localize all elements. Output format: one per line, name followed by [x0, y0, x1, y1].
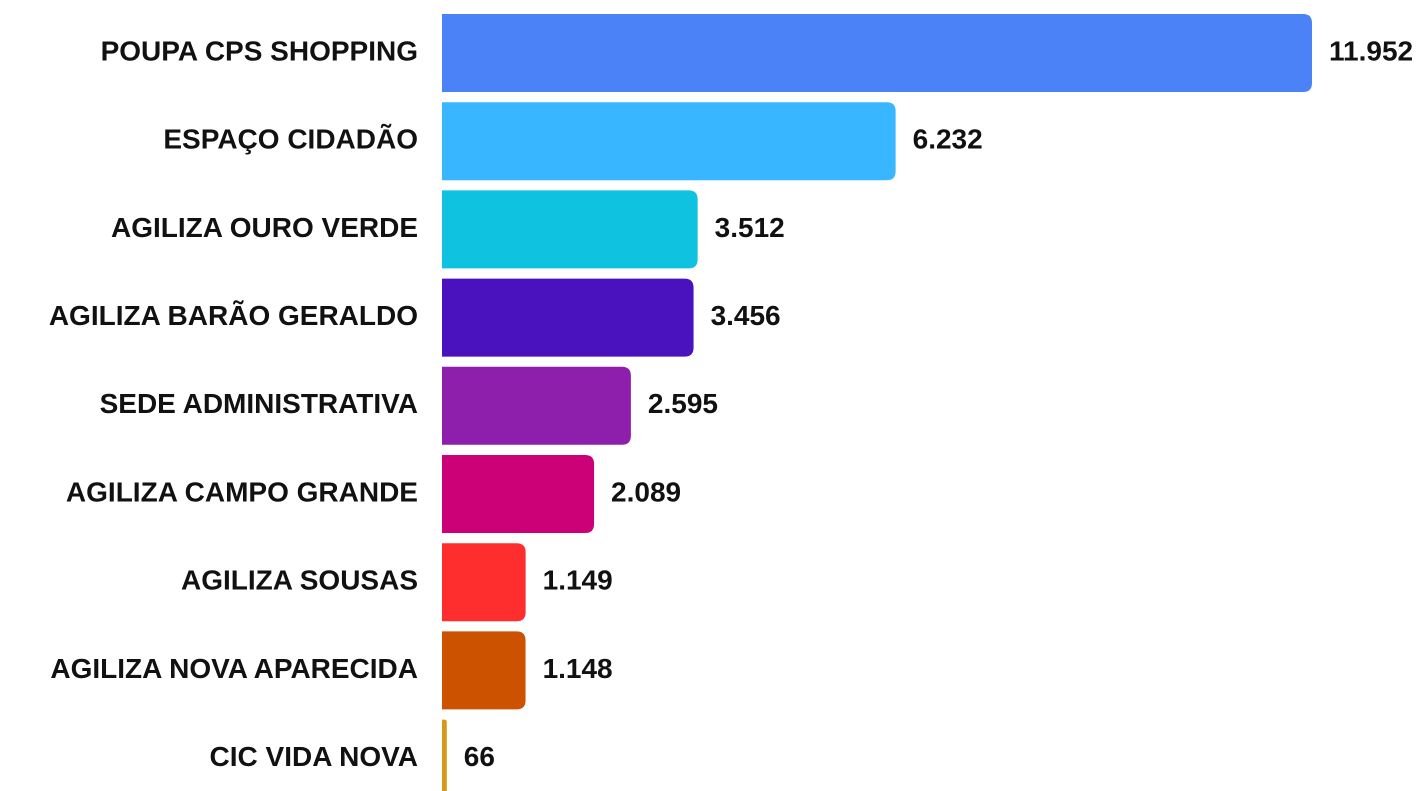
bar — [442, 366, 631, 445]
bar — [442, 190, 698, 269]
category-label: ESPAÇO CIDADÃO — [163, 124, 418, 155]
value-label: 1.148 — [543, 653, 613, 684]
bar — [442, 455, 595, 533]
category-label: AGILIZA OURO VERDE — [111, 212, 418, 243]
value-label: 11.952 — [1329, 35, 1413, 66]
value-label: 66 — [464, 741, 495, 772]
value-label: 6.232 — [913, 124, 983, 155]
category-label: AGILIZA BARÃO GERALDO — [49, 300, 418, 331]
bar — [442, 278, 694, 357]
value-label: 3.512 — [715, 212, 785, 243]
bar — [442, 719, 447, 791]
bar — [442, 102, 896, 181]
value-label: 1.149 — [543, 565, 613, 596]
value-label: 2.089 — [611, 476, 681, 507]
category-label: POUPA CPS SHOPPING — [101, 35, 418, 66]
bar — [442, 631, 526, 710]
bar — [442, 543, 526, 622]
category-label: AGILIZA NOVA APARECIDA — [50, 653, 418, 684]
bar — [442, 14, 1312, 92]
category-label: AGILIZA CAMPO GRANDE — [66, 476, 418, 507]
category-label: CIC VIDA NOVA — [210, 741, 418, 772]
value-label: 2.595 — [648, 388, 718, 419]
category-label: SEDE ADMINISTRATIVA — [100, 388, 418, 419]
value-label: 3.456 — [711, 300, 781, 331]
category-label: AGILIZA SOUSAS — [181, 565, 418, 596]
